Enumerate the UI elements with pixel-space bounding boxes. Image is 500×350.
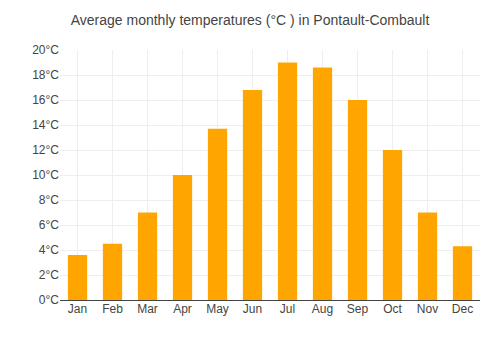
svg-text:0°C: 0°C xyxy=(39,293,59,307)
svg-text:Average monthly temperatures (: Average monthly temperatures (°C ) in Po… xyxy=(71,12,430,28)
svg-text:Dec: Dec xyxy=(452,302,473,316)
svg-text:Jan: Jan xyxy=(68,302,87,316)
svg-text:14°C: 14°C xyxy=(32,118,59,132)
svg-text:2°C: 2°C xyxy=(39,268,59,282)
svg-text:20°C: 20°C xyxy=(32,43,59,57)
svg-text:16°C: 16°C xyxy=(32,93,59,107)
svg-text:18°C: 18°C xyxy=(32,68,59,82)
svg-text:Oct: Oct xyxy=(383,302,402,316)
svg-text:Aug: Aug xyxy=(312,302,333,316)
svg-text:Apr: Apr xyxy=(173,302,192,316)
svg-text:6°C: 6°C xyxy=(39,218,59,232)
svg-text:May: May xyxy=(206,302,229,316)
svg-text:Feb: Feb xyxy=(102,302,123,316)
svg-text:Mar: Mar xyxy=(137,302,158,316)
svg-text:10°C: 10°C xyxy=(32,168,59,182)
svg-text:Nov: Nov xyxy=(417,302,438,316)
svg-text:Jul: Jul xyxy=(280,302,295,316)
svg-text:4°C: 4°C xyxy=(39,243,59,257)
svg-text:12°C: 12°C xyxy=(32,143,59,157)
svg-text:8°C: 8°C xyxy=(39,193,59,207)
svg-text:Jun: Jun xyxy=(243,302,262,316)
svg-text:Sep: Sep xyxy=(347,302,369,316)
